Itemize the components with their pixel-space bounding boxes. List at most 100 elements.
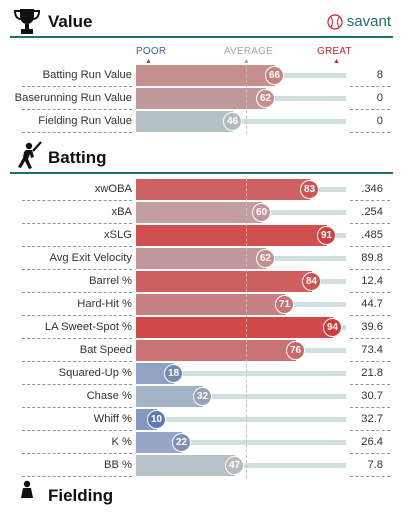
- value-row-percentile-badge: 66: [265, 66, 284, 85]
- batting-row-value: 39.6: [361, 321, 383, 333]
- batting-row-divider: [22, 246, 132, 247]
- batting-row-value: 21.8: [361, 367, 383, 379]
- batting-row-divider: [350, 407, 390, 408]
- value-row-percentile-badge: 62: [256, 89, 275, 108]
- value-row[interactable]: Fielding Run Value 46 0: [0, 110, 401, 133]
- batting-row-percentile-bar: [136, 386, 203, 407]
- batting-row-divider: [350, 453, 390, 454]
- value-row-percentile-bar: [136, 88, 266, 109]
- value-row-value: 8: [376, 69, 383, 81]
- batting-row[interactable]: Whiff % 10 32.7: [0, 408, 401, 431]
- value-row-divider: [350, 109, 390, 110]
- batting-row-percentile-bar: [136, 432, 182, 453]
- batting-row-label: Bat Speed: [79, 344, 132, 356]
- batting-row-divider: [350, 384, 390, 385]
- batting-row-percentile-badge: 84: [302, 272, 321, 291]
- value-average-line: [246, 64, 247, 134]
- batting-row[interactable]: BB % 47 7.8: [0, 454, 401, 477]
- batting-row-percentile-bar: [136, 179, 310, 200]
- batting-row-divider: [350, 223, 390, 224]
- batting-row-divider: [350, 292, 390, 293]
- value-row-divider: [350, 132, 390, 133]
- batting-row-value: 7.8: [367, 459, 383, 471]
- batting-row-divider: [350, 338, 390, 339]
- batting-row-value: .346: [361, 183, 383, 195]
- value-divider: [10, 36, 393, 38]
- scale-great-label: GREAT: [317, 46, 352, 57]
- value-section-header: Value savant: [0, 8, 401, 38]
- value-row-divider: [350, 86, 390, 87]
- value-row[interactable]: Baserunning Run Value 62 0: [0, 87, 401, 110]
- trophy-icon: [13, 9, 41, 34]
- batting-row-percentile-badge: 76: [286, 341, 305, 360]
- batting-row[interactable]: xwOBA 83 .346: [0, 178, 401, 201]
- savant-logo[interactable]: savant: [327, 13, 391, 30]
- scale-poor-arrow: ▲: [145, 58, 152, 65]
- batting-row-percentile-bar: [136, 202, 262, 223]
- batting-row-value: 44.7: [361, 298, 383, 310]
- batting-row-percentile-badge: 22: [172, 433, 191, 452]
- value-row-divider: [22, 86, 132, 87]
- batting-row[interactable]: Barrel % 84 12.4: [0, 270, 401, 293]
- batting-row-divider: [22, 476, 132, 477]
- batting-row-percentile-bar: [136, 248, 266, 269]
- batting-row-percentile-badge: 32: [193, 387, 212, 406]
- batting-row-percentile-badge: 10: [147, 410, 166, 429]
- batting-row-value: 12.4: [361, 275, 383, 287]
- batting-row-label: Squared-Up %: [58, 367, 132, 379]
- batting-row-label: xwOBA: [94, 183, 132, 195]
- batting-row[interactable]: Avg Exit Velocity 62 89.8: [0, 247, 401, 270]
- batting-row-percentile-badge: 18: [164, 364, 183, 383]
- batting-row-percentile-bar: [136, 294, 285, 315]
- savant-brand-text: savant: [346, 13, 391, 30]
- value-row-value: 0: [376, 92, 383, 104]
- batting-row-label: Barrel %: [89, 275, 132, 287]
- batting-row-divider: [350, 315, 390, 316]
- batting-row-divider: [22, 338, 132, 339]
- batting-row-percentile-bar: [136, 317, 333, 338]
- batting-row-divider: [22, 200, 132, 201]
- batting-row-value: 89.8: [361, 252, 383, 264]
- batting-row-value: .485: [361, 229, 383, 241]
- batting-row-divider: [22, 384, 132, 385]
- batting-row-percentile-badge: 94: [323, 318, 342, 337]
- batting-row-label: LA Sweet-Spot %: [44, 321, 132, 333]
- batting-row[interactable]: K % 22 26.4: [0, 431, 401, 454]
- batting-row-value: 30.7: [361, 390, 383, 402]
- baseball-icon: [327, 13, 343, 30]
- batting-row[interactable]: xSLG 91 .485: [0, 224, 401, 247]
- batting-row[interactable]: Bat Speed 76 73.4: [0, 339, 401, 362]
- fielding-section-header: Fielding: [0, 480, 401, 512]
- value-row-percentile-bar: [136, 111, 233, 132]
- batting-section-title: Batting: [48, 148, 107, 167]
- batting-divider: [10, 172, 393, 174]
- batting-row[interactable]: LA Sweet-Spot % 94 39.6: [0, 316, 401, 339]
- scale-great-arrow: ▲: [333, 58, 340, 65]
- batting-row-divider: [22, 430, 132, 431]
- value-row-value: 0: [376, 115, 383, 127]
- batting-row-percentile-badge: 71: [275, 295, 294, 314]
- batting-row-percentile-bar: [136, 225, 327, 246]
- batting-row-value: 26.4: [361, 436, 383, 448]
- batting-row-percentile-badge: 47: [225, 456, 244, 475]
- scale-average-arrow: ▲: [243, 58, 250, 65]
- batting-row-divider: [22, 269, 132, 270]
- batting-row[interactable]: Squared-Up % 18 21.8: [0, 362, 401, 385]
- batting-row-track: [136, 440, 346, 445]
- batting-average-line: [246, 178, 247, 478]
- batting-row[interactable]: xBA 60 .254: [0, 201, 401, 224]
- batting-row-value: 32.7: [361, 413, 383, 425]
- batting-row[interactable]: Hard-Hit % 71 44.7: [0, 293, 401, 316]
- batting-row[interactable]: Chase % 32 30.7: [0, 385, 401, 408]
- batter-icon: [18, 141, 42, 169]
- batting-row-divider: [350, 246, 390, 247]
- value-row-label: Batting Run Value: [42, 69, 132, 81]
- value-row[interactable]: Batting Run Value 66 8: [0, 64, 401, 87]
- batting-row-percentile-bar: [136, 271, 312, 292]
- batting-row-percentile-bar: [136, 455, 235, 476]
- batting-row-divider: [350, 361, 390, 362]
- batting-row-percentile-badge: 83: [300, 180, 319, 199]
- batting-row-label: xSLG: [104, 229, 132, 241]
- batting-row-label: Whiff %: [93, 413, 132, 425]
- batting-row-divider: [22, 453, 132, 454]
